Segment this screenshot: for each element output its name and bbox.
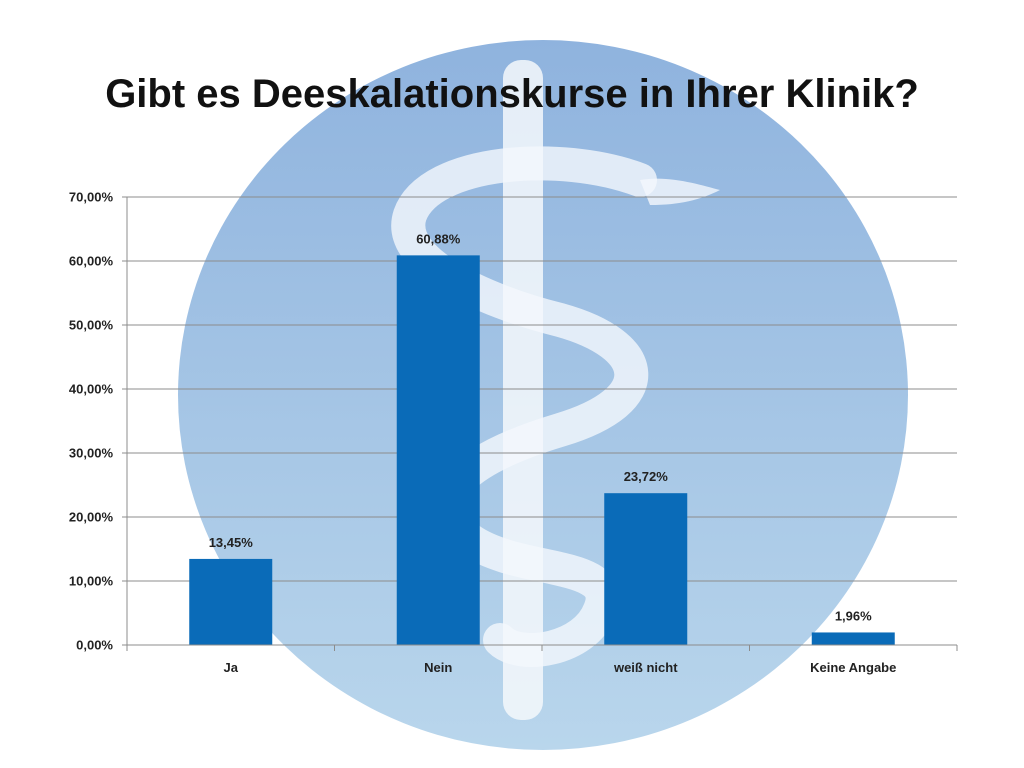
x-category-label: weiß nicht [613,660,678,675]
bar-2 [604,493,688,645]
y-tick-label: 20,00% [69,510,114,525]
bar-1 [396,255,480,646]
y-tick-label: 10,00% [69,574,114,589]
x-category-label: Nein [424,660,452,675]
data-label: 23,72% [624,469,669,484]
slide-title: Gibt es Deeskalationskurse in Ihrer Klin… [105,72,919,116]
data-label: 13,45% [209,535,254,550]
bar-3 [811,632,895,645]
data-labels: 13,45% 60,88% 23,72% 1,96% [209,231,872,623]
y-axis-ticks: 0,00% 10,00% 20,00% 30,00% 40,00% 50,00% 60,00… [69,190,127,653]
bar-0 [189,558,273,645]
y-tick-label: 60,00% [69,254,114,269]
x-category-label: Keine Angabe [810,660,896,675]
y-tick-label: 70,00% [69,190,114,205]
y-tick-label: 0,00% [76,638,113,653]
x-axis-labels: Ja Nein weiß nicht Keine Angabe [224,660,897,675]
y-tick-label: 30,00% [69,446,114,461]
axes [126,197,958,651]
data-label: 1,96% [835,608,872,623]
data-label: 60,88% [416,231,461,246]
y-tick-label: 40,00% [69,382,114,397]
y-tick-label: 50,00% [69,318,114,333]
x-category-label: Ja [224,660,239,675]
bars [189,255,895,646]
